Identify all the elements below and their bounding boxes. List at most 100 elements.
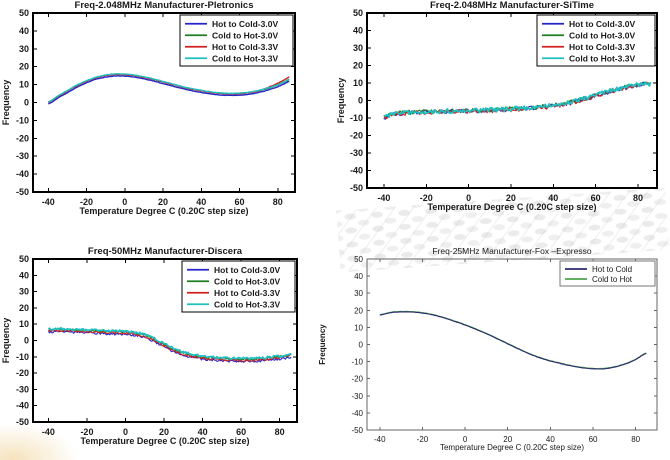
- series-line-cold-to-hot-3-3v: [48, 73, 290, 103]
- y-tick-label: -30: [16, 384, 29, 394]
- y-tick-label: -40: [350, 166, 363, 176]
- y-tick-label: -50: [16, 187, 29, 197]
- series-line-hot-to-cold-3-0v: [48, 74, 290, 105]
- y-tick-label: -20: [350, 131, 363, 141]
- x-tick-label: 80: [275, 427, 285, 437]
- x-tick-label: -40: [377, 193, 390, 203]
- axes: [32, 12, 296, 193]
- y-tick-label: 0: [24, 336, 29, 346]
- y-tick-label: 30: [353, 43, 363, 53]
- y-tick-label: 50: [354, 255, 363, 264]
- legend-label: Hot to Cold-3.3V: [569, 42, 635, 52]
- y-tick-label: 20: [19, 62, 29, 72]
- y-tick-label: -50: [16, 417, 29, 427]
- legend-label: Cold to Hot-3.3V: [212, 53, 278, 63]
- y-tick-label: 20: [354, 306, 363, 315]
- legend-label: Cold to Hot-3.0V: [214, 276, 280, 286]
- y-tick-label: 40: [19, 26, 29, 36]
- x-tick-label: 0: [463, 435, 468, 444]
- x-tick-label: -40: [42, 427, 55, 437]
- legend-label: Cold to Hot: [592, 275, 633, 284]
- y-tick-label: 50: [353, 8, 363, 18]
- y-tick-label: -10: [16, 352, 29, 362]
- legend-label: Cold to Hot-3.0V: [569, 30, 635, 40]
- x-tick-label: 80: [633, 193, 643, 203]
- x-axis-label: Temperature Degree C (0.20C step size): [81, 436, 250, 446]
- x-tick-label: -20: [80, 197, 93, 207]
- series-line-cold-to-hot-3-0v: [48, 73, 290, 103]
- y-tick-label: -10: [351, 358, 363, 367]
- y-tick-label: 50: [19, 8, 29, 18]
- y-tick-label: -50: [350, 183, 363, 193]
- x-tick-label: 0: [122, 197, 127, 207]
- x-tick-label: -40: [42, 197, 55, 207]
- y-tick-label: 20: [353, 61, 363, 71]
- chart-title: Freq-2.048MHz Manufacturer-SiTime: [430, 0, 594, 11]
- y-tick-label: 0: [359, 341, 364, 350]
- x-tick-label: 20: [158, 197, 168, 207]
- chart-title: Freq-25MHz Manufacturer-Fox –Expresso: [432, 246, 591, 256]
- x-tick-label: -20: [420, 193, 433, 203]
- x-axis-label: Temperature Degree C (0.20C step size): [80, 206, 249, 216]
- legend-label: Hot to Cold-3.0V: [569, 19, 635, 29]
- x-tick-label: 20: [503, 435, 512, 444]
- y-tick-label: 30: [19, 287, 29, 297]
- legend-label: Hot to Cold-3.0V: [214, 265, 280, 275]
- legend-label: Hot to Cold-3.3V: [214, 288, 280, 298]
- x-tick-label: 60: [235, 197, 245, 207]
- x-tick-label: 60: [236, 427, 246, 437]
- legend-label: Cold to Hot-3.3V: [214, 299, 280, 309]
- y-axis-label: Frequency: [318, 324, 327, 365]
- x-tick-label: -20: [80, 427, 93, 437]
- series-line-hot-to-cold: [379, 311, 647, 370]
- x-tick-label: 40: [196, 197, 206, 207]
- chart-title: Freq-50MHz Manufacturer-Discera: [88, 246, 243, 257]
- x-tick-label: 40: [546, 435, 555, 444]
- plot-series-group: [47, 73, 290, 105]
- y-tick-label: -30: [351, 392, 363, 401]
- chart-discera: -40 -20 0 20 40 60 80 50 40 30 20 10 0 -10 -20 -30 -40 -5…: [1, 246, 298, 446]
- series-line-cold-to-hot: [379, 310, 647, 370]
- y-tick-label: -40: [16, 169, 29, 179]
- x-tick-label: 40: [548, 193, 558, 203]
- plot-series-group: [383, 81, 652, 120]
- plot-series-group: [379, 310, 647, 370]
- x-tick-label: -40: [374, 435, 386, 444]
- y-tick-label: -20: [351, 375, 363, 384]
- chart-fox-expresso: -40 -20 0 20 40 60 80 50 40 30 20 10 0 -10 -20 -30 -40 -5…: [318, 246, 658, 452]
- x-tick-label: 20: [159, 427, 169, 437]
- x-tick-label: 80: [631, 435, 640, 444]
- y-tick-label: -10: [350, 113, 363, 123]
- y-tick-label: 40: [353, 26, 363, 36]
- y-tick-label: 10: [19, 319, 29, 329]
- series-line-cold-to-hot-3-3v: [383, 81, 652, 119]
- x-tick-label: 20: [506, 193, 516, 203]
- y-tick-label: 0: [358, 96, 363, 106]
- series-line-cold-to-hot-3-3v: [48, 327, 292, 360]
- y-tick-label: -50: [351, 426, 363, 435]
- y-tick-label: -30: [16, 151, 29, 161]
- y-tick-label: 0: [24, 98, 29, 108]
- chart-title: Freq-2.048MHz Manufacturer-Pletronics: [75, 0, 254, 11]
- legend-label: Hot to Cold-3.0V: [212, 19, 278, 29]
- x-tick-label: 60: [589, 435, 598, 444]
- y-axis-label: Frequency: [336, 78, 346, 124]
- x-axis-label: Temperature Degree C (0.20C step size): [428, 202, 597, 212]
- chart-pletronics: -40 -20 0 20 40 60 80 50 40 30 20 10 0 -10 -20 -30 -40 -5…: [1, 0, 296, 216]
- y-tick-label: -40: [351, 409, 363, 418]
- axes: [32, 258, 298, 423]
- x-tick-label: -20: [417, 435, 429, 444]
- y-tick-label: 10: [19, 80, 29, 90]
- axes: [366, 258, 658, 431]
- y-axis-label: Frequency: [1, 318, 11, 364]
- y-tick-label: 30: [19, 44, 29, 54]
- y-tick-label: 30: [354, 289, 363, 298]
- legend-label: Hot to Cold: [592, 265, 632, 274]
- y-tick-label: -10: [16, 115, 29, 125]
- x-tick-label: 80: [273, 197, 283, 207]
- y-axis-label: Frequency: [1, 80, 11, 126]
